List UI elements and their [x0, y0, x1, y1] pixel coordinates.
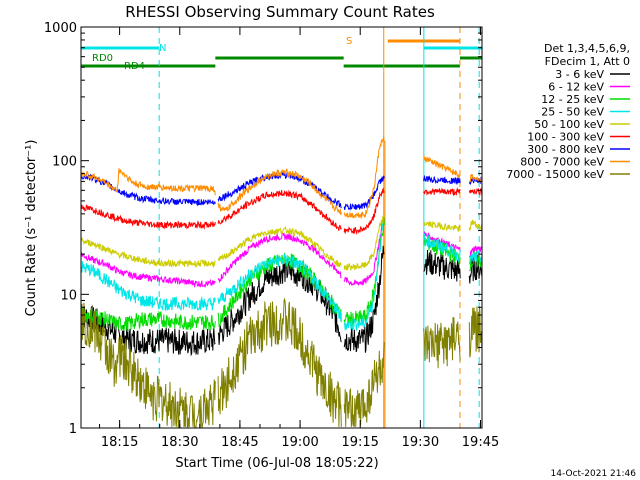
legend-entry-label: 7000 - 15000 keV [506, 168, 604, 181]
x-tick-label: 19:45 [462, 435, 499, 450]
chart-title: RHESSI Observing Summary Count Rates [125, 3, 435, 21]
legend-entry-label: 50 - 100 keV [534, 118, 604, 131]
y-tick-label: 1000 [44, 21, 77, 36]
legend-header: FDecim 1, Att 0 [545, 55, 630, 68]
x-axis-label: Start Time (06-Jul-08 18:05:22) [175, 456, 378, 471]
x-tick-label: 18:15 [101, 435, 138, 450]
x-tick-label: 19:00 [281, 435, 318, 450]
y-axis-label: Count Rate (s⁻¹ detector⁻¹) [24, 140, 39, 317]
legend: Det 1,3,4,5,6,9,FDecim 1, Att 03 - 6 keV… [506, 42, 630, 181]
flag-label: RD4 [124, 61, 145, 72]
legend-entry-label: 800 - 7000 keV [520, 156, 604, 169]
x-tick-label: 19:15 [341, 435, 378, 450]
x-tick-label: 19:30 [402, 435, 439, 450]
legend-entry-label: 3 - 6 keV [555, 68, 604, 81]
x-tick-label: 18:30 [161, 435, 198, 450]
series-line [81, 245, 482, 357]
series-line [81, 297, 482, 428]
footer-timestamp: 14-Oct-2021 21:46 [551, 469, 637, 479]
y-tick-label: 100 [52, 155, 77, 170]
legend-entry-label: 25 - 50 keV [541, 106, 604, 119]
series-line [81, 213, 482, 271]
flag-label: N [159, 43, 166, 54]
legend-header: Det 1,3,4,5,6,9, [544, 42, 630, 55]
legend-entry-label: 300 - 800 keV [527, 143, 604, 156]
legend-entry-label: 12 - 25 keV [541, 93, 604, 106]
series-line [81, 136, 482, 220]
series-line [81, 216, 482, 331]
axes: 18:15 18:30 18:45 19:00 19:15 19:30 19:45 1 10 10… [44, 21, 499, 450]
plot-frame [80, 26, 483, 429]
series-line [81, 187, 482, 236]
series-layer [81, 136, 482, 428]
series-line [81, 216, 482, 289]
y-tick-label: 10 [60, 288, 77, 303]
y-tick-label: 1 [69, 422, 77, 437]
x-tick-label: 18:45 [221, 435, 258, 450]
legend-entry-label: 6 - 12 keV [548, 81, 604, 94]
flag-label: S [346, 36, 352, 47]
flag-label: RD0 [92, 53, 113, 64]
series-line [81, 170, 482, 211]
legend-entry-label: 100 - 300 keV [527, 131, 604, 144]
